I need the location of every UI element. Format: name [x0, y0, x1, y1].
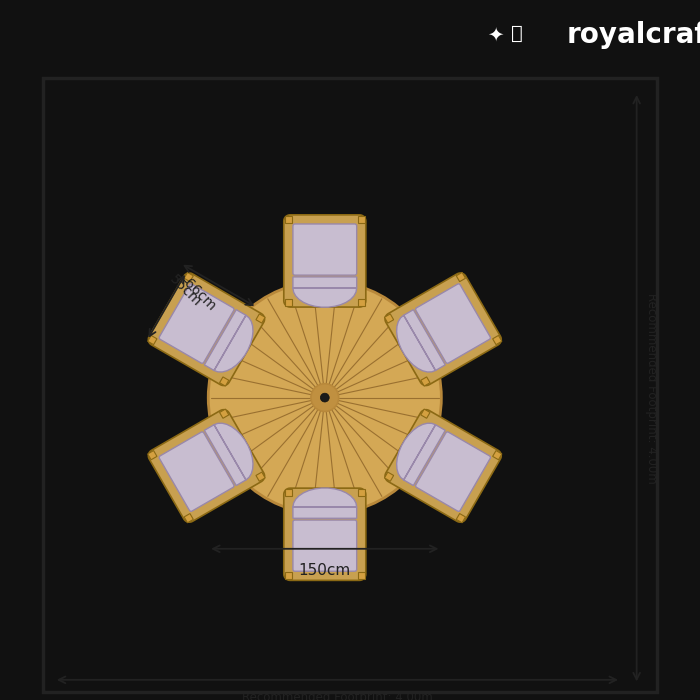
Polygon shape [358, 299, 365, 306]
Polygon shape [421, 377, 430, 386]
Polygon shape [384, 472, 393, 482]
Polygon shape [421, 409, 430, 419]
Polygon shape [385, 410, 501, 522]
Polygon shape [358, 216, 365, 223]
Circle shape [321, 393, 329, 402]
Polygon shape [204, 309, 253, 372]
Polygon shape [285, 573, 292, 579]
Polygon shape [293, 277, 357, 307]
Polygon shape [220, 377, 229, 386]
Polygon shape [397, 309, 445, 372]
Text: 150cm: 150cm [299, 563, 351, 578]
Polygon shape [148, 451, 157, 460]
Polygon shape [285, 489, 292, 496]
Polygon shape [456, 272, 466, 281]
Polygon shape [159, 284, 234, 363]
Polygon shape [284, 488, 366, 580]
Text: royalcraft: royalcraft [567, 21, 700, 49]
Text: Recommended Footprint: 4.00m: Recommended Footprint: 4.00m [645, 293, 658, 484]
Text: 🌿: 🌿 [511, 24, 523, 43]
Polygon shape [148, 410, 265, 522]
Polygon shape [416, 432, 491, 511]
Text: ✦: ✦ [488, 25, 504, 45]
Polygon shape [184, 272, 193, 281]
Polygon shape [159, 432, 234, 511]
Polygon shape [220, 409, 229, 419]
Polygon shape [256, 472, 265, 482]
Polygon shape [204, 424, 253, 486]
Polygon shape [293, 224, 357, 275]
Polygon shape [285, 216, 292, 223]
Polygon shape [293, 520, 357, 571]
Polygon shape [385, 273, 501, 386]
Polygon shape [184, 514, 193, 523]
Polygon shape [416, 284, 491, 363]
Polygon shape [293, 488, 357, 518]
Text: Recommended Footprint: 4.00m: Recommended Footprint: 4.00m [242, 691, 433, 700]
Polygon shape [148, 335, 157, 344]
Polygon shape [284, 215, 366, 307]
Polygon shape [384, 314, 393, 323]
Polygon shape [256, 314, 265, 323]
Circle shape [209, 281, 442, 514]
Polygon shape [358, 573, 365, 579]
Polygon shape [493, 335, 502, 344]
Circle shape [311, 384, 339, 412]
Text: 55cm: 55cm [167, 272, 204, 309]
Polygon shape [148, 273, 265, 386]
Text: 66cm: 66cm [181, 276, 218, 314]
Polygon shape [456, 514, 466, 523]
Polygon shape [285, 299, 292, 306]
Polygon shape [397, 424, 445, 486]
Polygon shape [493, 451, 502, 460]
Polygon shape [358, 489, 365, 496]
